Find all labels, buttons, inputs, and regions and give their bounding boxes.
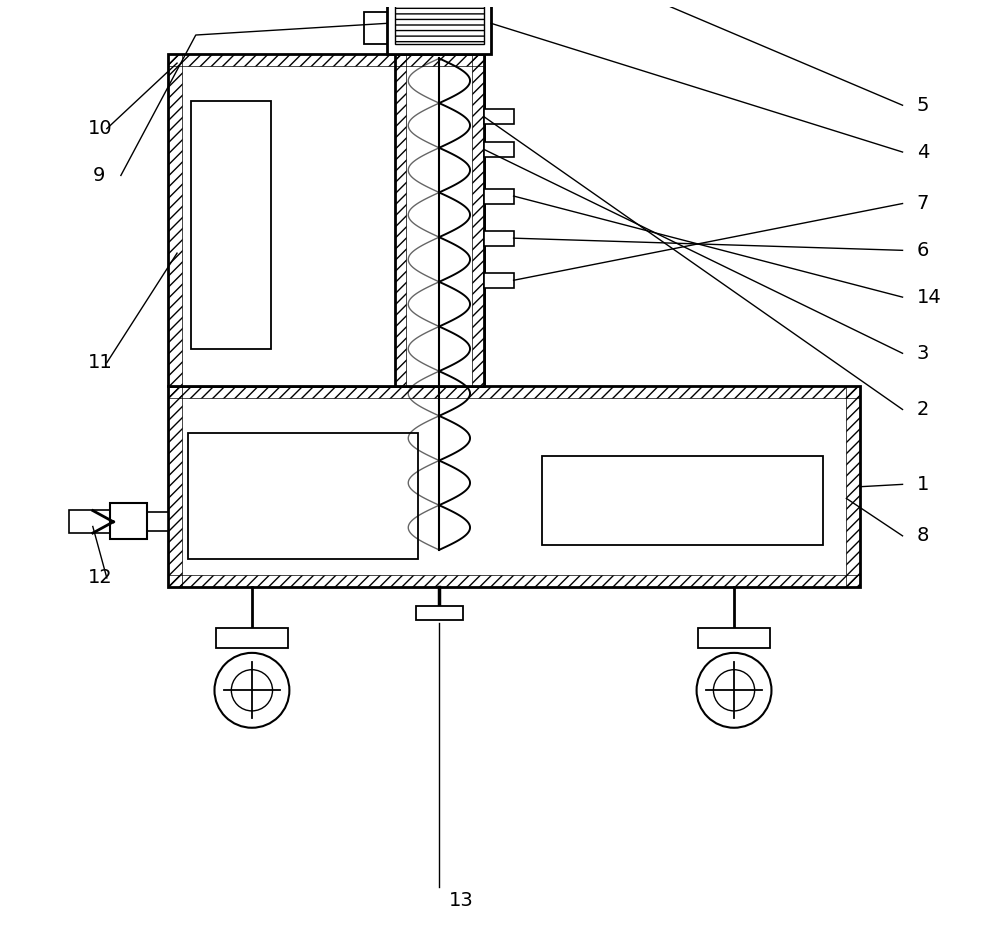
Bar (846, 386, 860, 587)
Bar (484, 188, 514, 203)
Bar (147, 512, 168, 531)
Text: 6: 6 (917, 241, 929, 260)
Bar (395, 4, 484, 45)
Bar (484, 273, 514, 288)
Bar (472, 54, 484, 386)
Text: 7: 7 (917, 194, 929, 213)
Circle shape (214, 653, 289, 728)
Bar (395, 54, 484, 386)
Bar (168, 54, 484, 386)
Circle shape (713, 670, 755, 711)
Bar (188, 433, 418, 560)
Bar (484, 109, 514, 124)
Bar (416, 606, 463, 620)
Bar (168, 54, 484, 66)
Bar (168, 386, 860, 587)
Bar (168, 386, 860, 398)
Bar (364, 11, 387, 45)
Bar (395, 54, 406, 386)
Bar (484, 142, 514, 157)
Text: 11: 11 (88, 353, 113, 372)
Bar (191, 101, 271, 349)
Text: 5: 5 (917, 96, 929, 115)
Bar (542, 456, 823, 545)
Text: 10: 10 (88, 119, 113, 138)
Text: 3: 3 (917, 344, 929, 363)
Text: 9: 9 (93, 166, 105, 185)
Text: 4: 4 (917, 142, 929, 162)
Text: 12: 12 (88, 568, 113, 587)
Bar (168, 386, 182, 587)
Text: 8: 8 (917, 526, 929, 545)
Bar (168, 54, 182, 386)
Text: 14: 14 (917, 288, 941, 307)
Circle shape (231, 670, 273, 711)
Bar (69, 509, 110, 533)
Bar (168, 575, 860, 587)
Bar (216, 628, 288, 648)
Text: 13: 13 (449, 891, 473, 910)
Bar (110, 504, 147, 539)
Circle shape (697, 653, 771, 728)
Text: 2: 2 (917, 400, 929, 419)
Text: 1: 1 (917, 475, 929, 494)
Bar (698, 628, 770, 648)
Bar (484, 231, 514, 246)
Bar (387, 0, 491, 54)
